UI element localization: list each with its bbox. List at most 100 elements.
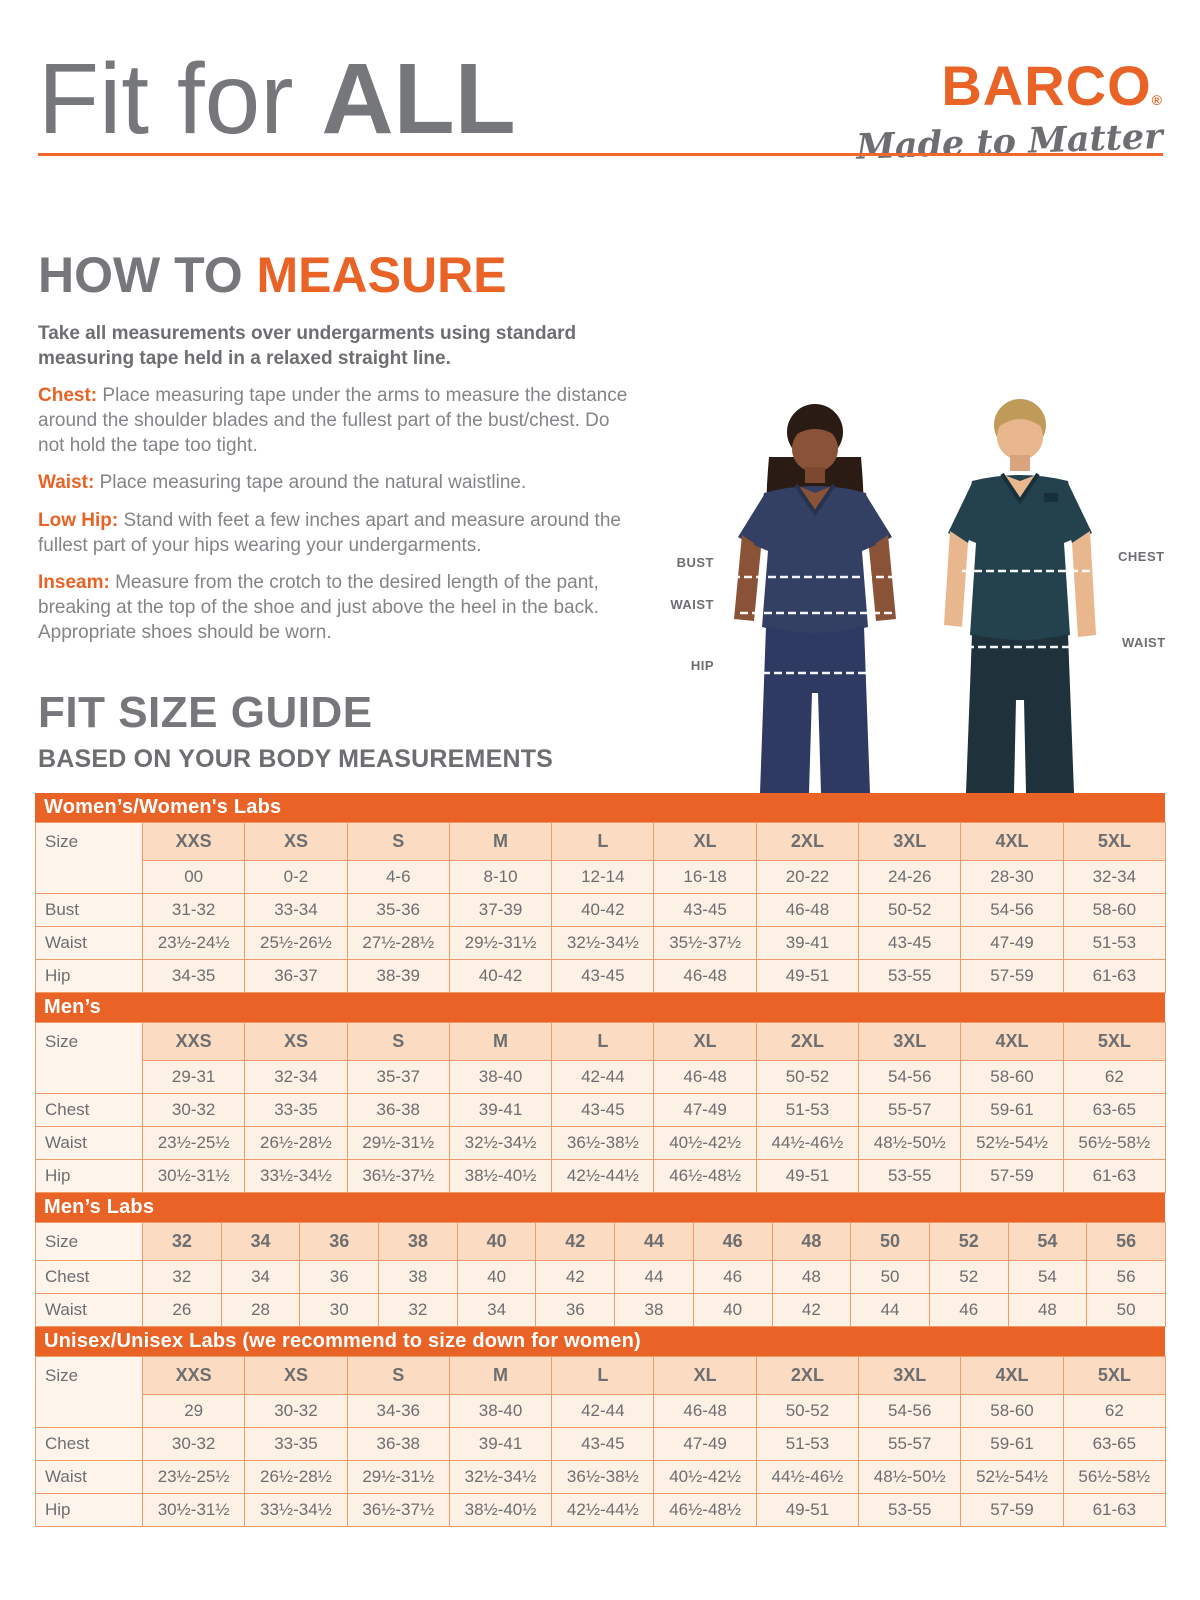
table-cell: 46-48 — [755, 893, 860, 927]
measure-item: Waist: Place measuring tape around the n… — [38, 471, 628, 496]
table-cell: 40 — [456, 1222, 537, 1261]
table-cell: 33-35 — [244, 1093, 348, 1127]
row-label-cell: Waist — [35, 1293, 143, 1327]
table-cell: 50 — [1086, 1293, 1166, 1327]
man-model — [944, 399, 1096, 793]
brand-tagline: Made to Matter — [855, 116, 1164, 168]
table-cell: M — [448, 1022, 553, 1061]
row-label-cell: Hip — [35, 1493, 143, 1527]
row-label-cell: Waist — [35, 1460, 143, 1494]
table-cell: 28 — [220, 1293, 301, 1327]
measure-item-text: Place measuring tape around the natural … — [94, 472, 527, 494]
table-cell: 62 — [1062, 1394, 1166, 1428]
table-cell: 35½-37½ — [653, 926, 757, 960]
table-cell: 57-59 — [960, 959, 1064, 993]
table-cell: 29 — [141, 1394, 246, 1428]
table-cell: L — [551, 822, 655, 861]
table-cell: 37-39 — [448, 893, 553, 927]
table-cell: S — [346, 1356, 450, 1395]
table-cell: 56½-58½ — [1062, 1460, 1166, 1494]
table-cell: XS — [244, 822, 348, 861]
table-cell: 36-37 — [244, 959, 348, 993]
table-cell: 30-32 — [141, 1427, 246, 1461]
table-cell: 36 — [535, 1293, 616, 1327]
page-title-bold: ALL — [321, 43, 516, 155]
table-cell: 34 — [220, 1222, 301, 1261]
table-cell: 44 — [614, 1222, 694, 1261]
table-cell: 46 — [692, 1260, 773, 1294]
table-cell: 4XL — [960, 822, 1064, 861]
row-label-cell: Size — [35, 1222, 143, 1261]
table-cell: L — [551, 1356, 655, 1395]
table-row: Chest 32 34 36 38 40 42 44 46 48 50 52 54 56 — [35, 1260, 1166, 1294]
table-cell: 49-51 — [755, 959, 860, 993]
table-cell: 3XL — [858, 1022, 962, 1061]
measurement-label-bust: BUST — [676, 555, 714, 570]
table-cell: 25½-26½ — [244, 926, 348, 960]
table-cell: 24-26 — [858, 860, 962, 894]
table-cell: 52 — [928, 1222, 1009, 1261]
size-table-unisex: Unisex/Unisex Labs (we recommend to size… — [35, 1327, 1166, 1527]
measure-items: Chest: Place measuring tape under the ar… — [38, 384, 638, 645]
table-cell: 31-32 — [141, 893, 246, 927]
table-cell: 40-42 — [551, 893, 655, 927]
table-cell: 59-61 — [960, 1093, 1064, 1127]
table-row: Hip 30½-31½ 33½-34½ 36½-37½ 38½-40½ 42½-44½ 46… — [35, 1159, 1166, 1193]
table-cell: 51-53 — [755, 1427, 860, 1461]
table-cell: 16-18 — [653, 860, 757, 894]
table-cell: 50 — [850, 1260, 930, 1294]
row-label-cell: Waist — [35, 926, 143, 960]
table-cell: 47-49 — [653, 1093, 757, 1127]
row-label-cell: Waist — [35, 1126, 143, 1160]
table-cell: 42 — [535, 1222, 616, 1261]
table-cell: 23½-25½ — [141, 1126, 246, 1160]
table-cell: 46-48 — [653, 959, 757, 993]
table-cell: 34-36 — [346, 1394, 450, 1428]
measure-intro: Take all measurements over undergarments… — [38, 323, 577, 370]
table-cell: 43-45 — [653, 893, 757, 927]
table-cell: 50-52 — [755, 1394, 860, 1428]
table-cell: 46½-48½ — [653, 1493, 757, 1527]
table-cell: 20-22 — [755, 860, 860, 894]
table-cell: 54 — [1007, 1222, 1088, 1261]
table-cell: 32½-34½ — [551, 926, 655, 960]
table-cell: 2XL — [755, 1022, 860, 1061]
row-label-cell: Bust — [35, 893, 143, 927]
measure-item: Inseam: Measure from the crotch to the d… — [38, 571, 628, 645]
table-cell: 4XL — [960, 1356, 1064, 1395]
table-cell: 46-48 — [653, 1060, 757, 1094]
table-cell: 34-35 — [141, 959, 246, 993]
table-cell: 40 — [692, 1293, 773, 1327]
table-cell: 32 — [142, 1260, 222, 1294]
table-cell: 48 — [1007, 1293, 1088, 1327]
table-cell: 63-65 — [1062, 1427, 1166, 1461]
table-cell: 39-41 — [448, 1427, 553, 1461]
table-cell: 2XL — [755, 822, 860, 861]
row-label-cell: Chest — [35, 1260, 143, 1294]
table-cell: 44½-46½ — [755, 1460, 860, 1494]
table-cell: 42½-44½ — [551, 1159, 655, 1193]
table-cell: 52½-54½ — [960, 1126, 1064, 1160]
table-row: 29 30-32 34-36 38-40 42-44 46-48 50-52 54-56 58-… — [36, 1394, 1166, 1428]
table-cell: XS — [244, 1356, 348, 1395]
table-cell: 58-60 — [1062, 893, 1166, 927]
measurement-label-hip: HIP — [690, 658, 714, 673]
divider — [38, 153, 1163, 156]
table-cell: 23½-24½ — [141, 926, 246, 960]
table-cell: 26½-28½ — [244, 1126, 348, 1160]
table-row: Waist 23½-25½ 26½-28½ 29½-31½ 32½-34½ 36½-38½… — [35, 1460, 1166, 1494]
table-cell: 42-44 — [551, 1060, 655, 1094]
table-cell: 36-38 — [346, 1427, 450, 1461]
table-cell: 35-36 — [346, 893, 450, 927]
table-cell: 8-10 — [448, 860, 553, 894]
measure-item-text: Measure from the crotch to the desired l… — [38, 572, 599, 643]
table-cell: 54-56 — [960, 893, 1064, 927]
table-cell: 47-49 — [960, 926, 1064, 960]
measure-item-text: Place measuring tape under the arms to m… — [38, 385, 628, 456]
table-cell: 48½-50½ — [858, 1460, 962, 1494]
table-cell: 32-34 — [1062, 860, 1166, 894]
table-cell: 54-56 — [858, 1060, 962, 1094]
table-cell: XL — [653, 1022, 757, 1061]
models-illustration — [732, 399, 1096, 793]
size-table-grid: Size XXS XS S M L XL 2XL 3XL 4XL 5XL 29-31 32-34 35-3… — [35, 1022, 1166, 1193]
